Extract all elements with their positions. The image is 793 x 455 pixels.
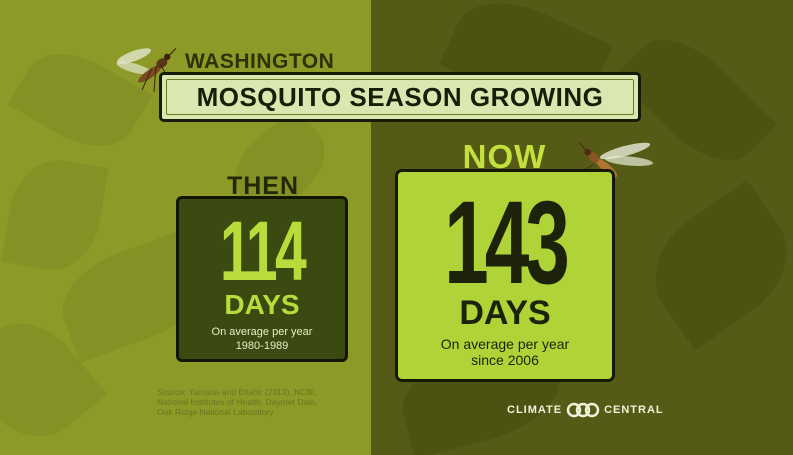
now-subtitle: On average per year since 2006: [398, 336, 612, 368]
now-label: NOW: [462, 138, 547, 175]
title-banner-inner-border: [166, 79, 634, 115]
logo-text-right: CENTRAL: [604, 404, 664, 416]
then-stat-card: 114 DAYS On average per year 1980-1989: [176, 196, 348, 362]
then-subtitle-line1: On average per year: [211, 326, 313, 338]
then-days-unit: DAYS: [224, 289, 300, 320]
source-line2: National Institutes of Health, Daymet Da…: [157, 397, 318, 407]
mosquito-icon: [116, 47, 177, 93]
source-line1: Source: Yamana and Eltahir (2013), NCBI,: [157, 387, 317, 397]
then-label: THEN: [226, 172, 300, 200]
logo-text-left: CLIMATE: [507, 404, 563, 416]
now-subtitle-line2: since 2006: [471, 352, 539, 368]
source-citation: Source: Yamana and Eltahir (2013), NCBI,…: [157, 387, 357, 417]
now-days-unit: DAYS: [459, 294, 551, 332]
region-label: WASHINGTON: [185, 50, 335, 73]
climate-central-logo: CLIMATE CENTRAL: [507, 402, 664, 418]
title-banner: MOSQUITO SEASON GROWING: [159, 72, 641, 122]
page-title: MOSQUITO SEASON GROWING: [196, 81, 604, 112]
source-line3: Oak Ridge National Laboratory: [157, 407, 274, 417]
then-days-number: 114: [219, 204, 307, 298]
then-subtitle-line2: 1980-1989: [235, 340, 289, 352]
climate-central-logo-icon: [566, 402, 600, 418]
then-subtitle: On average per year 1980-1989: [179, 325, 345, 353]
now-days-number: 143: [444, 177, 570, 309]
now-stat-card: 143 DAYS On average per year since 2006: [395, 169, 615, 382]
now-subtitle-line1: On average per year: [440, 336, 570, 352]
